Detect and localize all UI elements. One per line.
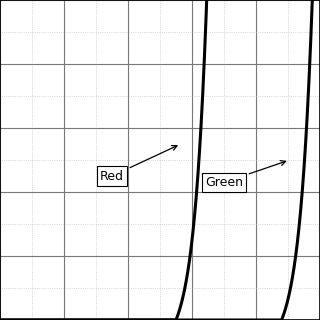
Text: Green: Green (205, 161, 286, 189)
Text: Red: Red (100, 146, 177, 182)
